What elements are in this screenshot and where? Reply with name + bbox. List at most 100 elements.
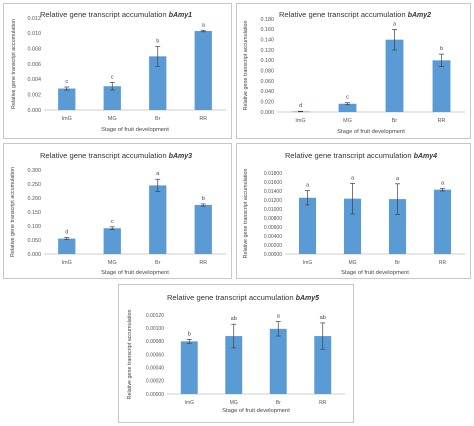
chart-bamy2: Relative gene transcript accumulation bA… [243,10,465,135]
c5-x-tick-label: Br [276,400,281,406]
c1-significance-letter: c [65,79,68,85]
c5-y-tick-label: 0.00000 [146,392,164,398]
c1-x-tick-label: MG [108,116,117,122]
c4-y-tick-label: 0.01600 [264,180,282,186]
c2-x-tick-label: RR [438,118,446,124]
c2-x-axis-label: Stage of fruit development [337,129,405,135]
c5-significance-letter: b [188,331,191,337]
c5-bar [269,328,287,394]
c3-title-text: Relative gene transcript accumulation [40,151,169,160]
c3-y-tick-label: 0.050 [28,238,42,244]
c5-gene-name: bAmy5 [296,295,319,302]
c2-gene-name: bAmy2 [408,12,431,19]
c1-significance-letter: c [111,74,114,80]
c4-bar [388,199,407,254]
c5-bar [180,341,198,394]
c2-y-tick-label: 0.000 [261,110,275,116]
c3-bar [194,205,212,254]
c4-significance-letter: a [351,175,355,181]
c5-x-tick-label: RR [319,400,327,406]
c4-gene-name: bAmy4 [414,153,437,160]
c5-y-tick-label: 0.00100 [146,326,164,332]
c1-x-tick-label: Br [155,116,161,122]
chart-panel-bamy5: Relative gene transcript accumulation bA… [118,284,354,423]
c4-y-tick-label: 0.00000 [264,252,282,258]
c5-x-tick-label: MG [230,400,238,406]
c5-x-tick-label: ImG [185,400,195,406]
c2-significance-letter: b [440,46,443,52]
c4-y-axis-label: Relative gene transcript accumulation [243,169,249,259]
c3-y-tick-label: 0.000 [28,252,42,258]
c3-x-tick-label: ImG [62,260,72,266]
c1-y-tick-label: 0.008 [28,46,42,52]
c3-y-axis-label: Relative gene transcript accumulation [10,167,16,257]
c2-y-axis-label: Relative gene transcript accumulation [243,21,249,111]
c2-y-tick-label: 0.060 [261,79,275,85]
c4-bar [433,189,452,254]
c4-significance-letter: a [306,183,310,189]
c4-x-tick-label: RR [439,260,447,266]
c2-title-text: Relative gene transcript accumulation [279,10,408,19]
c2-y-tick-label: 0.080 [261,68,275,74]
c2-significance-letter: a [393,21,397,27]
chart-bamy4: Relative gene transcript accumulation bA… [243,151,465,276]
c3-y-tick-label: 0.150 [28,210,42,216]
c4-y-tick-label: 0.00200 [264,243,282,249]
c1-x-tick-label: RR [199,116,207,122]
c4-bar [343,198,362,254]
c1-bar [103,86,121,110]
c5-significance-letter: a [277,314,281,320]
c2-significance-letter: c [346,95,349,101]
c2-x-tick-label: ImG [295,118,305,124]
c1-chart-title: Relative gene transcript accumulation bA… [40,10,192,19]
c4-x-tick-label: ImG [303,260,313,266]
c4-bar [298,197,317,254]
c5-y-tick-label: 0.00020 [146,379,164,385]
c5-y-tick-label: 0.00120 [146,313,164,319]
c4-chart-title: Relative gene transcript accumulation bA… [285,151,437,160]
c4-significance-letter: a [441,180,445,186]
c2-x-tick-label: Br [392,118,398,124]
c1-y-axis-label: Relative gene transcript accumulation [11,19,17,109]
c1-gene-name: bAmy1 [169,12,192,19]
c1-y-tick-label: 0.012 [28,16,42,22]
c3-significance-letter: d [65,229,68,235]
c3-y-tick-label: 0.300 [28,168,42,174]
chart-panel-bamy3: Relative gene transcript accumulation bA… [3,143,232,279]
c5-y-tick-label: 0.00060 [146,352,164,358]
c1-y-tick-label: 0.002 [28,92,42,98]
c5-significance-letter: ab [320,315,326,321]
c5-y-axis-label: Relative gene transcript accumulation [127,310,133,400]
chart-panel-bamy2: Relative gene transcript accumulation bA… [236,3,471,139]
c2-y-tick-label: 0.160 [261,27,275,33]
c2-bar [338,103,357,112]
c5-title-text: Relative gene transcript accumulation [167,293,296,302]
c1-bar [194,31,212,110]
c3-x-axis-label: Stage of fruit development [101,270,169,276]
chart-panel-bamy1: Relative gene transcript accumulation bA… [3,3,232,139]
c1-title-text: Relative gene transcript accumulation [40,10,169,19]
c2-y-tick-label: 0.180 [261,17,275,23]
c1-y-tick-label: 0.004 [28,77,42,83]
c1-y-tick-label: 0.010 [28,31,42,37]
c2-significance-letter: d [299,103,302,109]
c4-y-tick-label: 0.01400 [264,189,282,195]
c5-bar [225,336,243,394]
c4-x-tick-label: MG [348,260,356,266]
c4-y-tick-label: 0.00800 [264,216,282,222]
c4-title-text: Relative gene transcript accumulation [285,151,414,160]
c2-x-tick-label: MG [343,118,352,124]
c3-x-tick-label: Br [155,260,161,266]
c5-chart-title: Relative gene transcript accumulation bA… [167,293,319,302]
c3-y-tick-label: 0.200 [28,196,42,202]
c3-gene-name: bAmy3 [169,153,192,160]
c2-y-tick-label: 0.140 [261,37,275,43]
c1-significance-letter: a [202,22,206,28]
c5-x-axis-label: Stage of fruit development [222,408,290,414]
c5-significance-letter: ab [231,316,237,322]
c4-y-tick-label: 0.00600 [264,225,282,231]
c4-x-axis-label: Stage of fruit development [341,270,409,276]
c1-bar [58,88,76,110]
c2-bar [385,39,404,112]
c1-x-axis-label: Stage of fruit development [101,127,169,133]
